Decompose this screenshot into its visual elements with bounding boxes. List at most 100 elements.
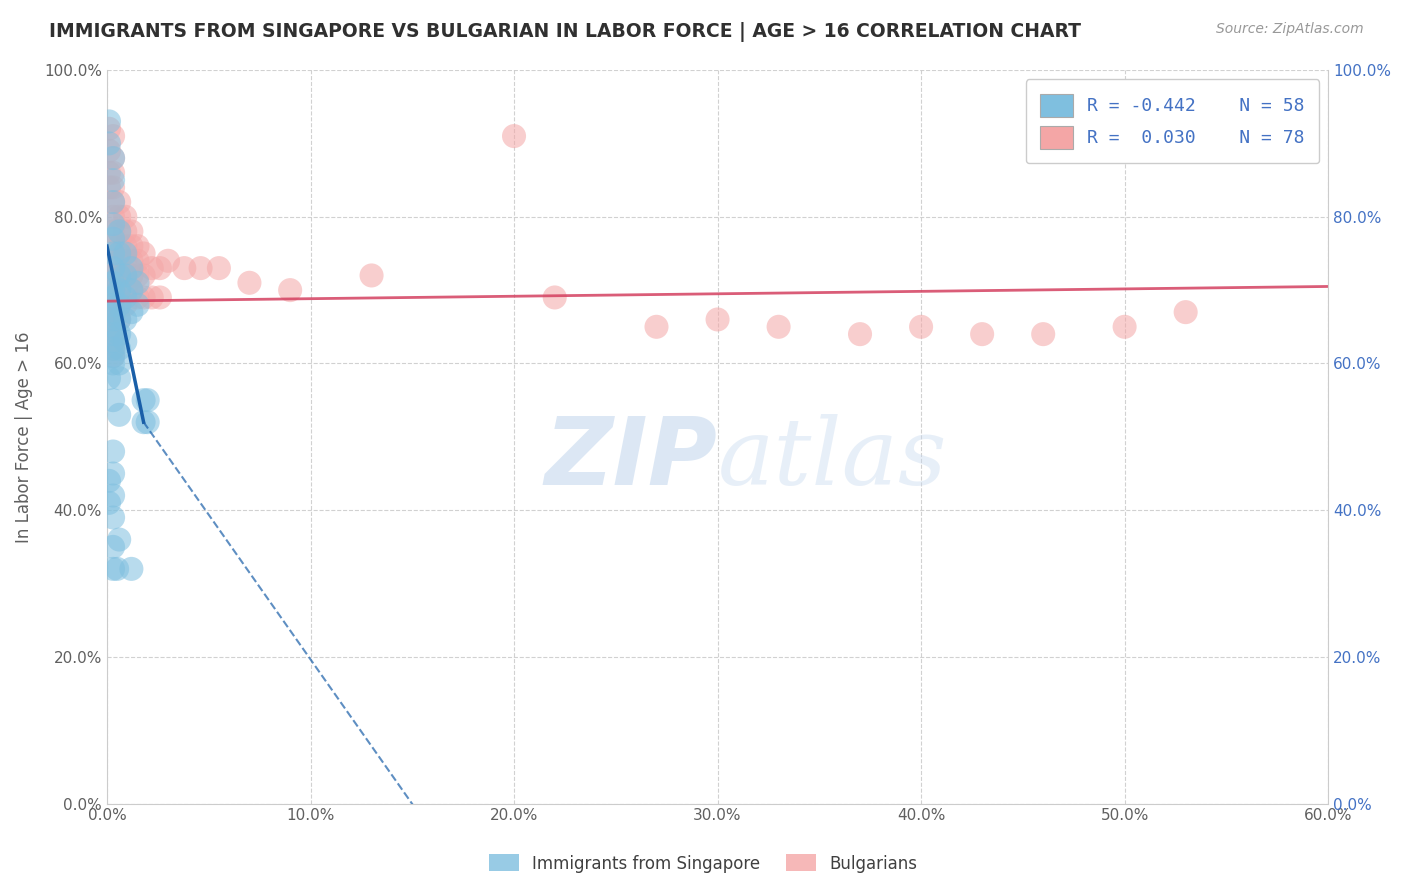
Point <box>108 312 131 326</box>
Point <box>108 533 131 547</box>
Point <box>132 246 155 260</box>
Point <box>132 393 155 408</box>
Point <box>120 239 142 253</box>
Point <box>98 121 121 136</box>
Point <box>108 268 131 283</box>
Point <box>101 349 124 363</box>
Point <box>972 327 994 342</box>
Point <box>98 496 121 510</box>
Point <box>1032 327 1054 342</box>
Text: IMMIGRANTS FROM SINGAPORE VS BULGARIAN IN LABOR FORCE | AGE > 16 CORRELATION CHA: IMMIGRANTS FROM SINGAPORE VS BULGARIAN I… <box>49 22 1081 42</box>
Point <box>98 371 121 385</box>
Point <box>114 246 136 260</box>
Point <box>101 342 124 356</box>
Point <box>101 334 124 349</box>
Point <box>108 210 131 224</box>
Point <box>101 151 124 165</box>
Point <box>127 290 149 304</box>
Point <box>768 319 790 334</box>
Point <box>136 415 159 429</box>
Point <box>98 474 121 488</box>
Point <box>101 173 124 187</box>
Point <box>114 298 136 312</box>
Point <box>173 261 195 276</box>
Point <box>141 290 163 304</box>
Point <box>114 268 136 283</box>
Point <box>114 253 136 268</box>
Point <box>108 253 131 268</box>
Point <box>127 268 149 283</box>
Point <box>114 268 136 283</box>
Point <box>208 261 231 276</box>
Point <box>101 210 124 224</box>
Point <box>114 312 136 326</box>
Point <box>120 562 142 576</box>
Point <box>120 268 142 283</box>
Point <box>108 195 131 210</box>
Text: atlas: atlas <box>717 414 948 504</box>
Point <box>108 268 131 283</box>
Point <box>101 510 124 524</box>
Point <box>114 283 136 297</box>
Point <box>101 276 124 290</box>
Point <box>101 319 124 334</box>
Point <box>101 290 124 304</box>
Point <box>149 290 172 304</box>
Point <box>101 349 124 363</box>
Point <box>108 239 131 253</box>
Point <box>101 253 124 268</box>
Point <box>101 180 124 194</box>
Point <box>141 261 163 276</box>
Point <box>101 166 124 180</box>
Point <box>114 224 136 238</box>
Point <box>108 408 131 422</box>
Y-axis label: In Labor Force | Age > 16: In Labor Force | Age > 16 <box>15 331 32 542</box>
Point <box>108 283 131 297</box>
Point <box>101 489 124 503</box>
Point <box>101 239 124 253</box>
Point <box>238 276 260 290</box>
Point <box>114 334 136 349</box>
Point <box>101 327 124 342</box>
Point <box>98 136 121 151</box>
Point <box>98 144 121 158</box>
Point <box>108 246 131 260</box>
Point <box>101 327 124 342</box>
Point <box>101 224 124 238</box>
Point <box>127 239 149 253</box>
Point <box>910 319 932 334</box>
Point <box>360 268 382 283</box>
Point <box>101 151 124 165</box>
Point <box>101 283 124 297</box>
Point <box>101 356 124 370</box>
Point <box>503 129 526 144</box>
Point <box>278 283 301 297</box>
Point <box>108 224 131 238</box>
Point <box>108 312 131 326</box>
Point <box>114 239 136 253</box>
Point <box>101 467 124 481</box>
Point <box>108 371 131 385</box>
Point <box>127 276 149 290</box>
Point <box>108 224 131 238</box>
Legend: Immigrants from Singapore, Bulgarians: Immigrants from Singapore, Bulgarians <box>482 847 924 880</box>
Point <box>101 217 124 231</box>
Point <box>101 232 124 246</box>
Point <box>98 114 121 128</box>
Point <box>101 334 124 349</box>
Point <box>645 319 668 334</box>
Point <box>706 312 728 326</box>
Point <box>132 415 155 429</box>
Point <box>108 327 131 342</box>
Point <box>849 327 872 342</box>
Point <box>120 283 142 297</box>
Text: Source: ZipAtlas.com: Source: ZipAtlas.com <box>1216 22 1364 37</box>
Point <box>544 290 567 304</box>
Point <box>101 195 124 210</box>
Point <box>127 298 149 312</box>
Point <box>120 305 142 319</box>
Text: ZIP: ZIP <box>544 413 717 505</box>
Point <box>101 319 124 334</box>
Point <box>98 180 121 194</box>
Point <box>108 342 131 356</box>
